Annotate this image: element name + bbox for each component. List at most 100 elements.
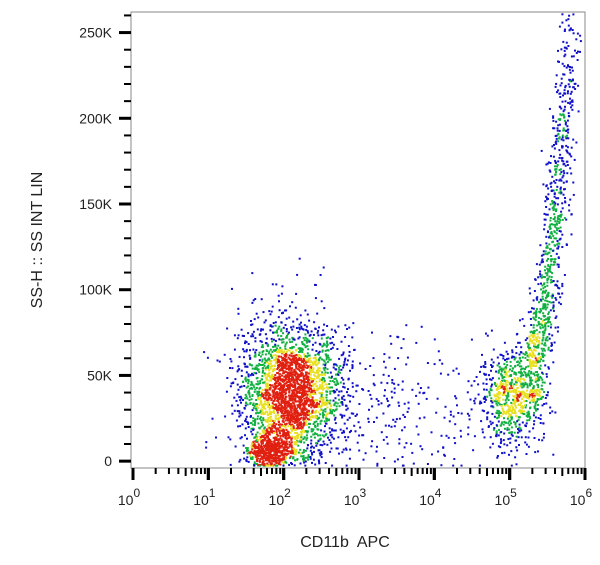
- event-point: [536, 371, 538, 373]
- event-point: [240, 369, 243, 372]
- event-point: [371, 405, 374, 408]
- event-point: [261, 358, 264, 361]
- event-point: [238, 396, 241, 399]
- event-point: [245, 348, 248, 351]
- event-point: [265, 398, 268, 401]
- event-point: [291, 417, 294, 420]
- event-point: [495, 400, 498, 403]
- event-point: [347, 436, 350, 439]
- event-point: [359, 426, 362, 429]
- event-point: [503, 417, 505, 420]
- event-point: [264, 437, 267, 439]
- event-point: [575, 141, 578, 144]
- event-point: [275, 403, 278, 406]
- event-point: [554, 85, 557, 88]
- event-point: [297, 331, 300, 333]
- event-point: [552, 189, 555, 192]
- event-point: [375, 398, 378, 401]
- event-point: [489, 446, 492, 449]
- event-point: [299, 349, 302, 351]
- event-point: [570, 155, 573, 158]
- event-point: [562, 110, 565, 113]
- event-point: [348, 350, 351, 353]
- event-point: [261, 351, 264, 353]
- event-point: [302, 385, 305, 388]
- event-point: [388, 404, 391, 407]
- event-point: [558, 156, 561, 159]
- event-point: [276, 447, 279, 450]
- event-point: [364, 368, 367, 370]
- event-point: [514, 456, 517, 459]
- event-point: [302, 343, 305, 346]
- event-point: [274, 464, 277, 467]
- event-point: [275, 451, 277, 454]
- y-tick-label: 250K: [79, 25, 112, 41]
- event-point: [239, 437, 242, 440]
- event-point: [518, 341, 521, 344]
- event-point: [261, 375, 264, 378]
- event-point: [500, 438, 502, 441]
- event-point: [249, 374, 252, 377]
- event-point: [286, 385, 289, 388]
- event-point: [557, 286, 560, 289]
- event-point: [303, 423, 306, 426]
- event-point: [338, 452, 340, 455]
- event-point: [550, 278, 553, 281]
- event-point: [532, 414, 535, 417]
- event-point: [322, 344, 325, 347]
- event-point: [291, 401, 294, 404]
- event-point: [330, 348, 333, 350]
- event-point: [540, 384, 543, 387]
- event-point: [282, 332, 284, 335]
- event-point: [551, 410, 554, 413]
- event-point: [483, 388, 486, 391]
- event-point: [377, 400, 380, 402]
- event-point: [261, 406, 264, 408]
- event-point: [545, 337, 548, 340]
- event-point: [283, 453, 286, 456]
- event-point: [279, 382, 282, 385]
- event-point: [231, 412, 234, 415]
- event-point: [273, 443, 276, 445]
- event-point: [325, 433, 328, 436]
- event-point: [524, 356, 527, 359]
- event-point: [265, 376, 268, 379]
- event-point: [552, 304, 555, 307]
- event-point: [329, 371, 332, 374]
- event-point: [253, 318, 256, 321]
- event-point: [535, 340, 538, 343]
- event-point: [305, 408, 308, 411]
- event-point: [268, 456, 271, 459]
- event-point: [287, 437, 290, 440]
- event-point: [293, 399, 296, 402]
- event-point: [372, 357, 375, 360]
- event-point: [310, 446, 312, 449]
- event-point: [534, 346, 537, 349]
- event-point: [267, 413, 269, 416]
- event-point: [538, 360, 541, 363]
- event-point: [263, 426, 266, 429]
- event-point: [256, 440, 259, 443]
- event-point: [295, 434, 298, 437]
- event-point: [341, 431, 344, 434]
- event-point: [373, 384, 376, 387]
- event-point: [533, 396, 536, 399]
- event-point: [305, 392, 308, 395]
- event-point: [307, 372, 310, 375]
- event-point: [551, 202, 554, 205]
- event-point: [540, 358, 543, 361]
- event-point: [557, 124, 560, 127]
- event-point: [265, 373, 268, 376]
- event-point: [559, 187, 562, 190]
- event-point: [532, 400, 535, 403]
- event-point: [284, 347, 287, 350]
- event-point: [317, 387, 320, 390]
- event-point: [250, 427, 253, 430]
- event-point: [552, 301, 555, 304]
- event-point: [492, 399, 495, 402]
- event-point: [255, 403, 258, 405]
- event-point: [554, 317, 557, 319]
- event-point: [321, 397, 324, 400]
- event-point: [513, 421, 516, 424]
- event-point: [315, 442, 318, 445]
